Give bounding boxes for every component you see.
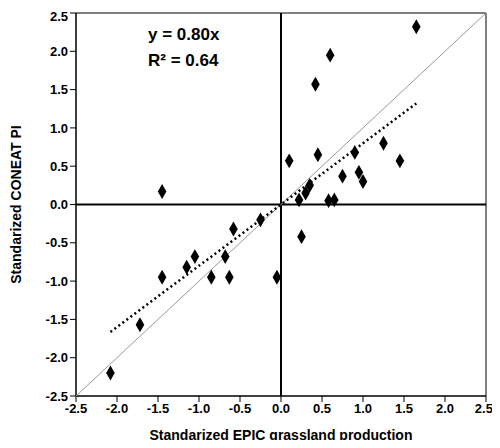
svg-text:-1.0: -1.0 xyxy=(46,274,68,289)
svg-text:-0.5: -0.5 xyxy=(229,401,251,416)
svg-text:0.0: 0.0 xyxy=(50,197,68,212)
svg-text:-1.0: -1.0 xyxy=(188,401,210,416)
svg-text:-2.5: -2.5 xyxy=(46,389,68,404)
svg-text:-1.5: -1.5 xyxy=(46,312,68,327)
svg-text:2.5: 2.5 xyxy=(475,401,492,416)
svg-text:Standarized EPIC grassland pro: Standarized EPIC grassland production xyxy=(150,427,413,440)
svg-text:-2.5: -2.5 xyxy=(65,401,87,416)
svg-text:1.5: 1.5 xyxy=(395,401,413,416)
svg-text:-2.0: -2.0 xyxy=(106,401,128,416)
html-text:R² = 0.64: R² = 0.64 xyxy=(148,51,219,70)
svg-text:Standarized CONEAT PI: Standarized CONEAT PI xyxy=(8,125,24,283)
svg-text:2.0: 2.0 xyxy=(50,44,68,59)
svg-text:-1.5: -1.5 xyxy=(147,401,169,416)
svg-text:0.5: 0.5 xyxy=(50,159,68,174)
svg-text:1.0: 1.0 xyxy=(50,121,68,136)
svg-text:0.0: 0.0 xyxy=(272,401,290,416)
svg-text:1.0: 1.0 xyxy=(354,401,372,416)
svg-text:0.5: 0.5 xyxy=(313,401,331,416)
svg-text:1.5: 1.5 xyxy=(50,82,68,97)
svg-text:2.5: 2.5 xyxy=(50,9,68,24)
svg-text:2.0: 2.0 xyxy=(436,401,454,416)
html-text:y = 0.80x: y = 0.80x xyxy=(148,25,220,44)
svg-text:-2.0: -2.0 xyxy=(46,350,68,365)
svg-text:-0.5: -0.5 xyxy=(46,235,68,250)
